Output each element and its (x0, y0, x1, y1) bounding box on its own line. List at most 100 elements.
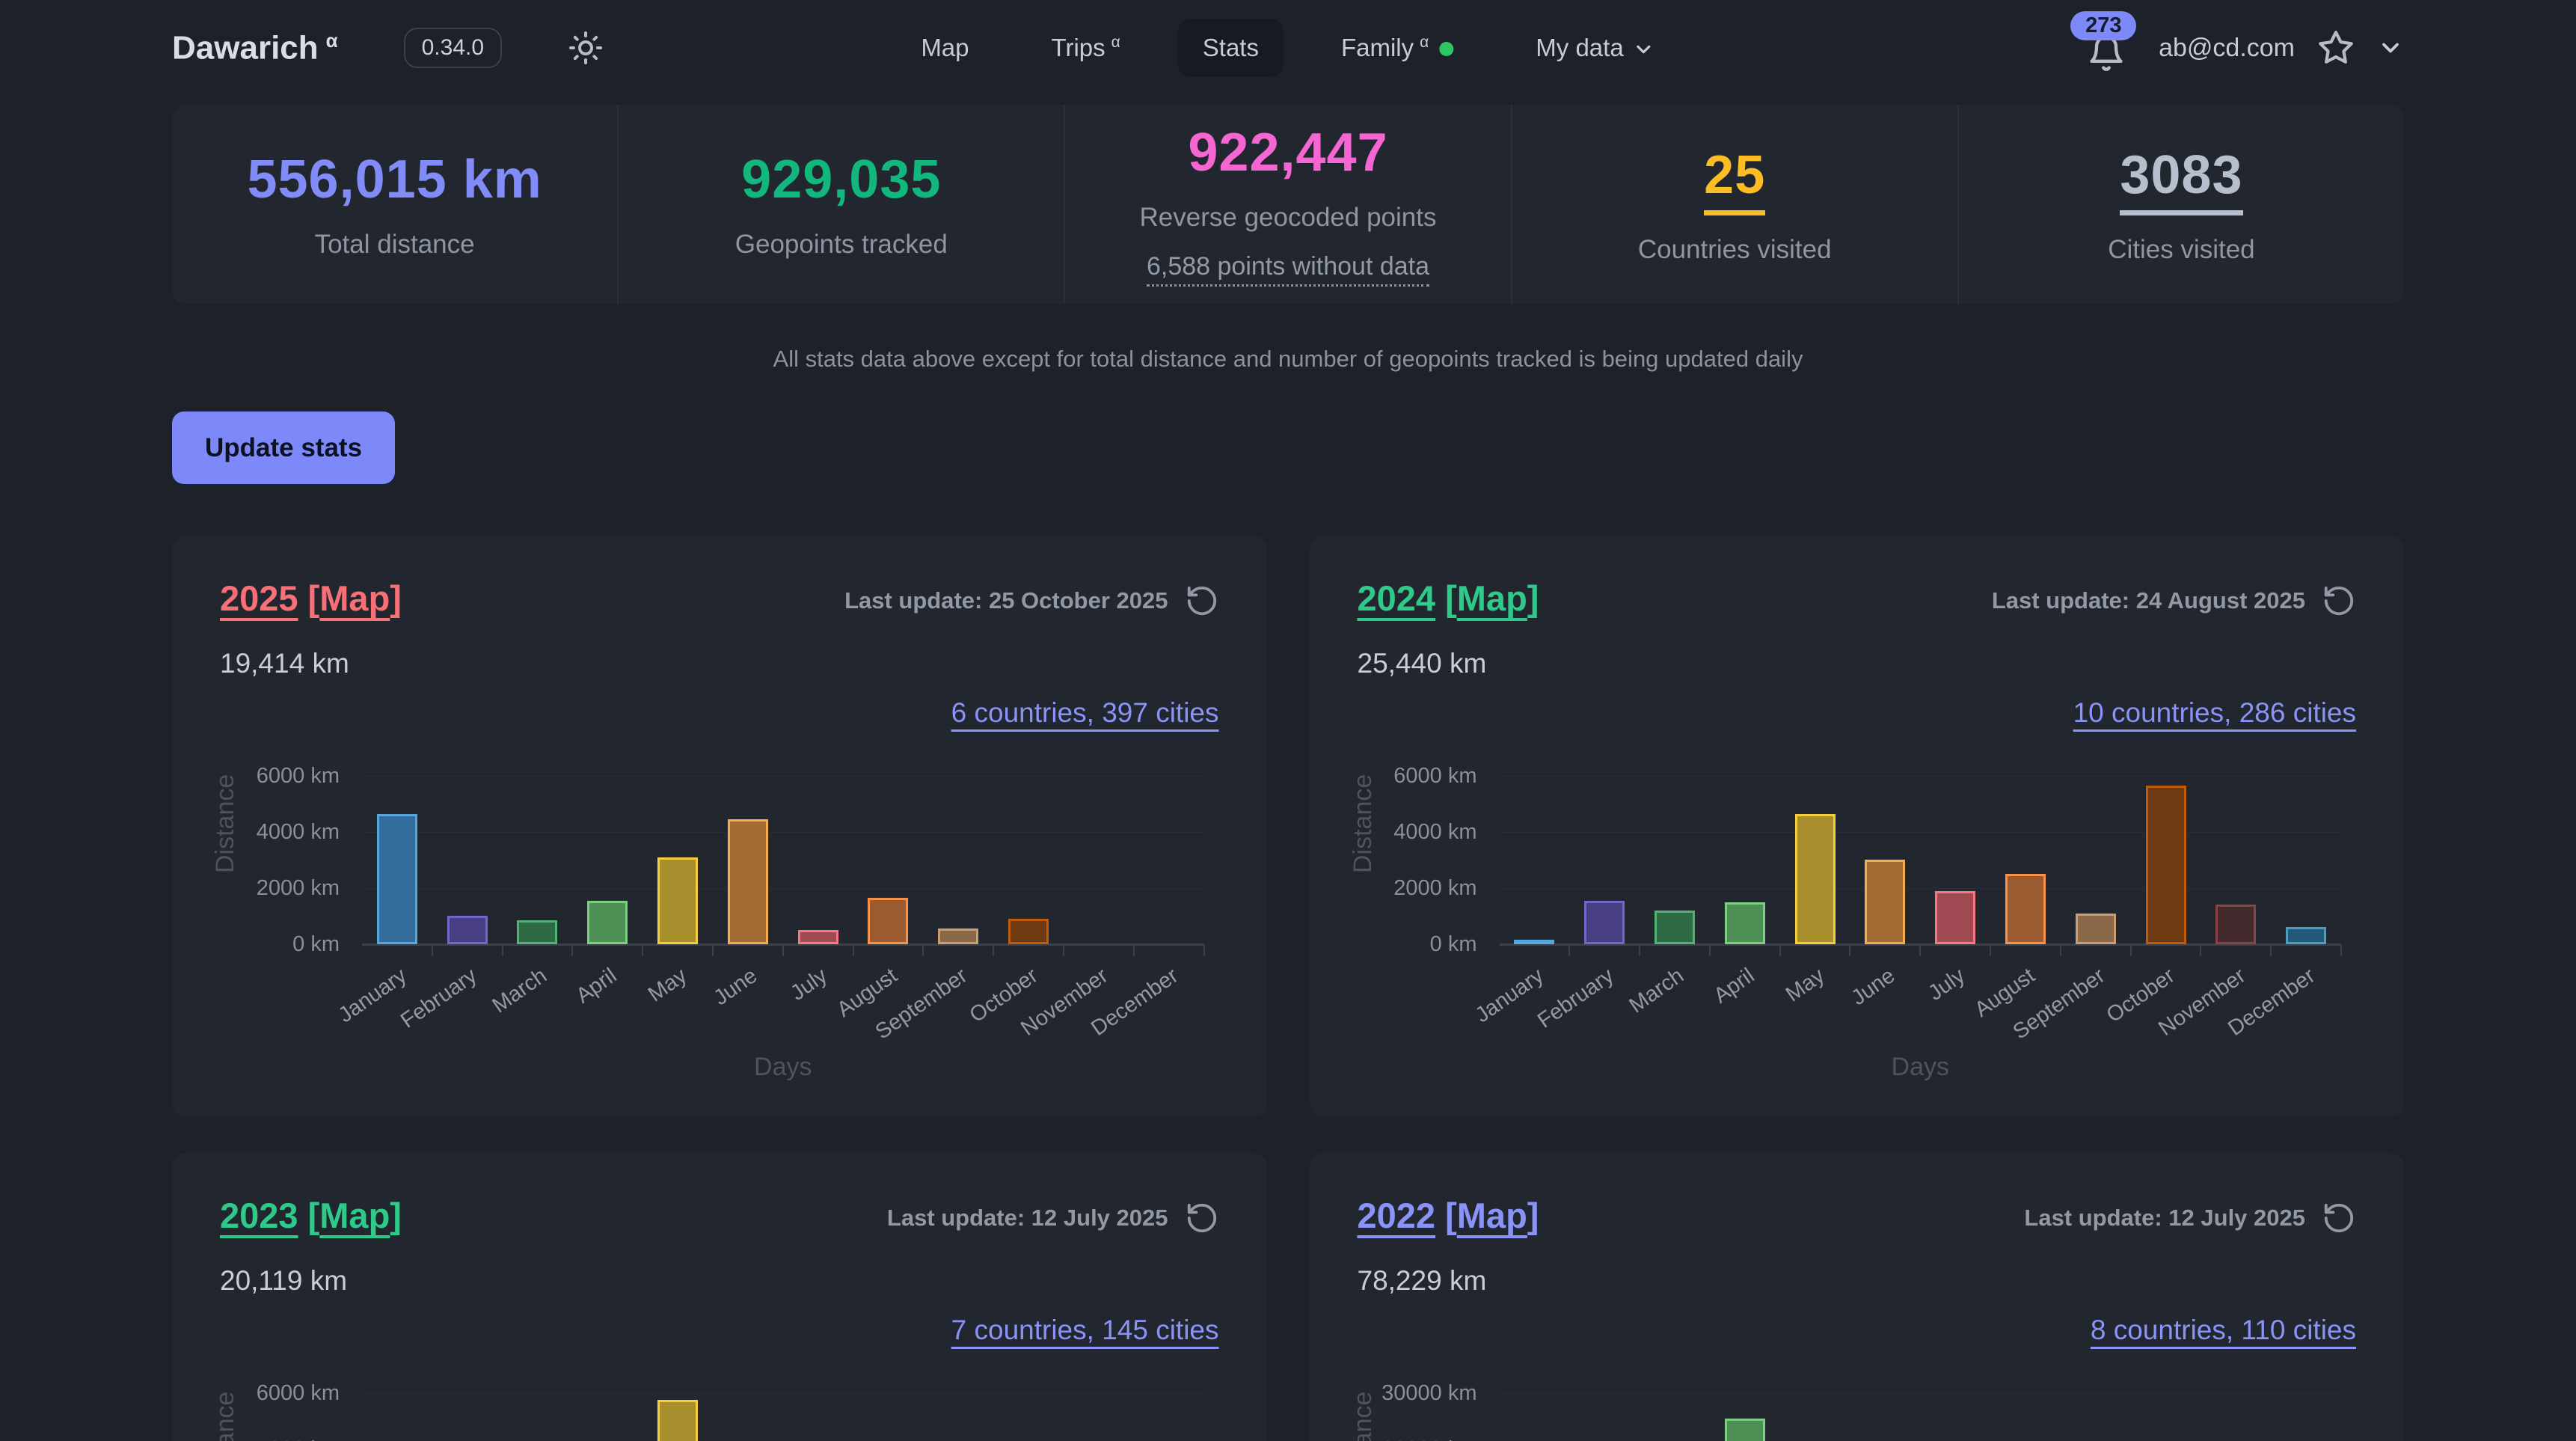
chart-slot-november: November (1016, 776, 1135, 1041)
year-card-2023: 2023 [Map] Last update: 12 July 2025 20,11… (172, 1153, 1267, 1441)
year-distance: 20,119 km (220, 1265, 348, 1296)
chart-slot-june: June (1847, 776, 1922, 1010)
chart-slot-august: August (1970, 776, 2061, 1022)
chart-slot-july: July (1920, 1393, 1990, 1441)
nav-item-trips[interactable]: Trips α (1028, 19, 1144, 77)
refresh-icon[interactable] (1185, 1201, 1219, 1235)
year-card-2024: 2024 [Map] Last update: 24 August 2025 25,… (1309, 536, 2404, 1117)
theme-toggle-button[interactable] (568, 30, 604, 66)
x-axis-line (362, 943, 1204, 946)
last-update-label: Last update: 12 July 2025 (886, 1205, 1168, 1231)
stat-label: Cities visited (2108, 234, 2255, 264)
stat-label: Total distance (314, 230, 475, 259)
x-tick-label: April (571, 964, 622, 1009)
user-menu-button[interactable] (2377, 34, 2404, 61)
plot-area: JanuaryFebruaryMarchAprilMayJuneJulyAugu… (362, 1393, 1204, 1441)
y-tick-label: 20000 km (1358, 1437, 1476, 1441)
y-tick-label: 2000 km (256, 876, 340, 900)
year-map-link-2023[interactable]: [Map] (298, 1196, 402, 1235)
chart-slot-october: October (2103, 776, 2202, 1027)
refresh-icon[interactable] (2322, 1201, 2356, 1235)
chart-slot-may: May (643, 1393, 713, 1441)
chart-slot-june: June (713, 1393, 783, 1441)
gridline (1499, 888, 2341, 889)
year-link-2025[interactable]: 2025 (220, 578, 298, 618)
y-tick-label: 6000 km (1393, 764, 1477, 788)
nav-item-my-data[interactable]: My data (1512, 19, 1678, 77)
countries-cities-link-2024[interactable]: 10 countries, 286 cities (2073, 697, 2356, 728)
bar-march (1654, 911, 1695, 944)
notification-count-badge: 273 (2070, 10, 2137, 40)
gridline (362, 776, 1204, 777)
card-title: 2022 [Map] (1358, 1195, 1539, 1236)
bar-september (2075, 914, 2116, 944)
stat-geopoints-tracked: 929,035 Geopoints tracked (617, 105, 1064, 304)
stat-label: Countries visited (1637, 234, 1832, 264)
gridline (1499, 776, 2341, 777)
countries-cities-link-2023[interactable]: 7 countries, 145 cities (951, 1315, 1219, 1345)
chart-slot-march: March (503, 1393, 573, 1441)
points-without-data-link[interactable]: 6,588 points without data (1146, 252, 1430, 287)
online-status-dot (1439, 42, 1454, 56)
nav-item-label: Map (921, 34, 969, 61)
y-tick-label: 2000 km (1393, 876, 1477, 900)
chart-slot-february: February (1569, 1393, 1640, 1441)
year-map-link-2025[interactable]: [Map] (298, 578, 402, 618)
refresh-icon[interactable] (2322, 584, 2356, 618)
distance-bar-chart-2025: Distance 6000 km 4000 km 2000 km 0 km January… (211, 753, 1219, 1090)
bar-october (2145, 786, 2186, 944)
countries-cities-link-2022[interactable]: 8 countries, 110 cities (2090, 1315, 2356, 1345)
refresh-icon[interactable] (1185, 584, 1219, 618)
year-link-2023[interactable]: 2023 (220, 1196, 298, 1235)
bar-july (1935, 891, 1976, 944)
chart-slot-august: August (833, 776, 924, 1022)
y-tick-label: 30000 km (1381, 1381, 1477, 1405)
chart-slot-june: June (1850, 1393, 1920, 1441)
nav-item-map[interactable]: Map (897, 19, 993, 77)
chart-slot-september: September (871, 776, 994, 1044)
year-map-link-2022[interactable]: [Map] (1435, 1196, 1539, 1235)
chart-slot-january: January (1500, 1393, 1570, 1441)
alpha-badge: α (325, 28, 338, 52)
countries-cities-link-2025[interactable]: 6 countries, 397 cities (951, 697, 1219, 728)
chart-slot-march: March (1625, 776, 1711, 1018)
year-card-2022: 2022 [Map] Last update: 12 July 2025 78,22… (1309, 1153, 2404, 1441)
x-tick-label: February (396, 964, 482, 1033)
favorites-button[interactable] (2317, 29, 2355, 67)
year-link-2022[interactable]: 2022 (1357, 1196, 1436, 1235)
year-map-link-2024[interactable]: [Map] (1435, 578, 1539, 618)
bar-june (727, 819, 768, 944)
bar-july (797, 930, 838, 944)
nav-item-family[interactable]: Family α (1317, 19, 1477, 77)
stats-note: All stats data above except for total di… (773, 346, 1803, 372)
chart-slot-november: November (2201, 1393, 2271, 1441)
x-tick-label: June (1846, 964, 1899, 1011)
nav-item-stats[interactable]: Stats (1178, 19, 1283, 77)
chart-slot-august: August (1990, 1393, 2061, 1441)
bar-february (447, 916, 488, 944)
bar-april (587, 901, 628, 944)
year-link-2024[interactable]: 2024 (1357, 578, 1436, 618)
bar-may (657, 857, 699, 944)
user-email[interactable]: ab@cd.com (2159, 33, 2295, 62)
bar-november (2215, 905, 2257, 944)
chart-slot-july: July (783, 1393, 853, 1441)
bar-april (1724, 1419, 1765, 1441)
stat-cities-visited: 3083 Cities visited (1957, 105, 2404, 304)
chart-slot-january: January (362, 1393, 432, 1441)
x-tick-label: March (488, 964, 551, 1018)
notifications-button[interactable]: 273 (2070, 10, 2137, 76)
update-stats-button[interactable]: Update stats (172, 412, 396, 484)
year-distance: 78,229 km (1357, 1265, 1487, 1296)
nav-item-label: My data (1536, 34, 1624, 61)
stats-summary-panel: 556,015 km Total distance 929,035 Geopoints… (172, 105, 2404, 304)
navbar: Dawarich α 0.34.0 Map Trips α Stats Family α My… (172, 0, 2404, 96)
bar-september (938, 928, 979, 944)
year-cards-grid: 2025 [Map] Last update: 25 October 2025 19… (172, 536, 2404, 1441)
app-logo[interactable]: Dawarich α (172, 28, 338, 67)
chart-slot-august: August (853, 1393, 924, 1441)
stat-value: 922,447 (1188, 123, 1388, 183)
